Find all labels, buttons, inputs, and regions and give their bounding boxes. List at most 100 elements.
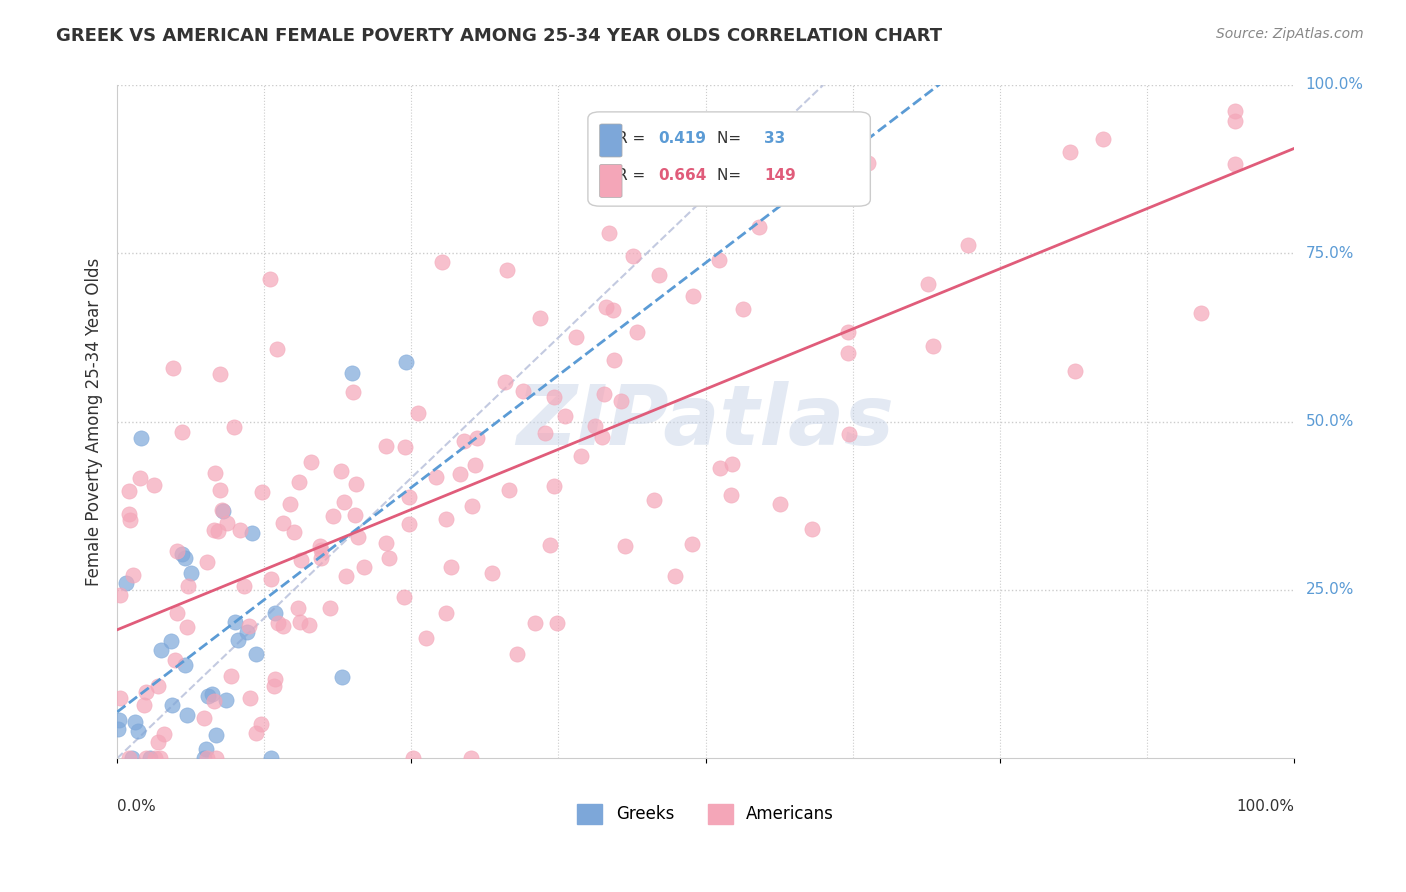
Point xyxy=(800,522,823,536)
Point xyxy=(108,691,131,706)
Point xyxy=(529,310,551,325)
Point xyxy=(129,471,152,485)
Point xyxy=(271,516,294,530)
Point xyxy=(271,619,294,633)
Point xyxy=(195,555,218,569)
Point xyxy=(543,390,565,404)
Point xyxy=(496,262,519,277)
Point xyxy=(707,253,730,268)
Point xyxy=(837,346,859,360)
Point xyxy=(107,722,129,736)
Point xyxy=(122,568,145,582)
Point xyxy=(217,516,239,531)
Point xyxy=(598,226,620,240)
Point xyxy=(180,566,202,580)
Point xyxy=(648,268,671,283)
Point xyxy=(406,406,429,420)
Point xyxy=(465,430,488,444)
Point xyxy=(142,477,165,491)
Point xyxy=(165,653,187,667)
Point xyxy=(174,658,197,673)
Point xyxy=(159,634,181,648)
Point xyxy=(132,698,155,713)
Point xyxy=(160,698,183,712)
Point xyxy=(402,751,425,765)
Point xyxy=(202,524,225,538)
Text: 100.0%: 100.0% xyxy=(1306,78,1364,93)
Point xyxy=(226,632,249,647)
Point xyxy=(195,751,218,765)
Point xyxy=(153,727,176,741)
Point xyxy=(392,591,415,605)
FancyBboxPatch shape xyxy=(600,164,621,197)
Point xyxy=(1064,364,1087,378)
Point xyxy=(135,751,157,765)
Point xyxy=(464,458,486,472)
Text: ZIPatlas: ZIPatlas xyxy=(516,381,894,462)
Point xyxy=(838,427,860,442)
Point xyxy=(494,376,516,390)
Point xyxy=(395,354,418,368)
Point xyxy=(769,497,792,511)
Point xyxy=(124,714,146,729)
Point xyxy=(922,339,945,353)
Point xyxy=(172,425,194,440)
Text: 75.0%: 75.0% xyxy=(1306,246,1354,260)
Text: Source: ZipAtlas.com: Source: ZipAtlas.com xyxy=(1216,27,1364,41)
Point xyxy=(260,572,283,586)
Point xyxy=(353,560,375,574)
Point xyxy=(219,669,242,683)
Point xyxy=(614,540,637,554)
Point xyxy=(329,464,352,478)
Point xyxy=(127,724,149,739)
Point xyxy=(110,588,132,602)
Point xyxy=(207,524,229,539)
Point xyxy=(250,717,273,731)
Point xyxy=(524,616,547,631)
Point xyxy=(332,670,354,684)
Point xyxy=(440,560,463,574)
FancyBboxPatch shape xyxy=(588,112,870,206)
Point xyxy=(236,624,259,639)
Point xyxy=(434,512,457,526)
Point xyxy=(398,517,420,532)
Text: N=: N= xyxy=(717,169,747,184)
Point xyxy=(266,616,288,631)
Text: 100.0%: 100.0% xyxy=(1236,798,1294,814)
Point xyxy=(591,430,613,444)
Text: N=: N= xyxy=(717,131,747,146)
Point xyxy=(506,647,529,661)
Point xyxy=(308,539,330,553)
Point xyxy=(374,439,396,453)
Point xyxy=(224,615,246,629)
Point xyxy=(195,742,218,756)
Point xyxy=(543,479,565,493)
Point xyxy=(322,508,344,523)
Point xyxy=(224,419,246,434)
Point xyxy=(957,238,980,252)
Point xyxy=(239,691,262,706)
Point xyxy=(425,469,447,483)
Text: GREEK VS AMERICAN FEMALE POVERTY AMONG 25-34 YEAR OLDS CORRELATION CHART: GREEK VS AMERICAN FEMALE POVERTY AMONG 2… xyxy=(56,27,942,45)
Point xyxy=(430,255,453,269)
Point xyxy=(311,551,333,566)
Point xyxy=(342,385,364,400)
Point xyxy=(238,619,260,633)
Point xyxy=(204,751,226,765)
Point xyxy=(146,679,169,693)
Point xyxy=(288,615,311,629)
Point xyxy=(143,751,166,765)
Point xyxy=(583,418,606,433)
Point xyxy=(197,689,219,703)
Point xyxy=(1223,113,1246,128)
Point xyxy=(858,155,880,169)
Point xyxy=(108,714,131,728)
Text: R =: R = xyxy=(617,169,651,184)
Point xyxy=(569,450,592,464)
Point xyxy=(546,616,568,631)
Point xyxy=(917,277,939,291)
Point xyxy=(564,330,586,344)
Point xyxy=(283,524,305,539)
Point xyxy=(266,343,288,357)
Point xyxy=(643,493,665,508)
